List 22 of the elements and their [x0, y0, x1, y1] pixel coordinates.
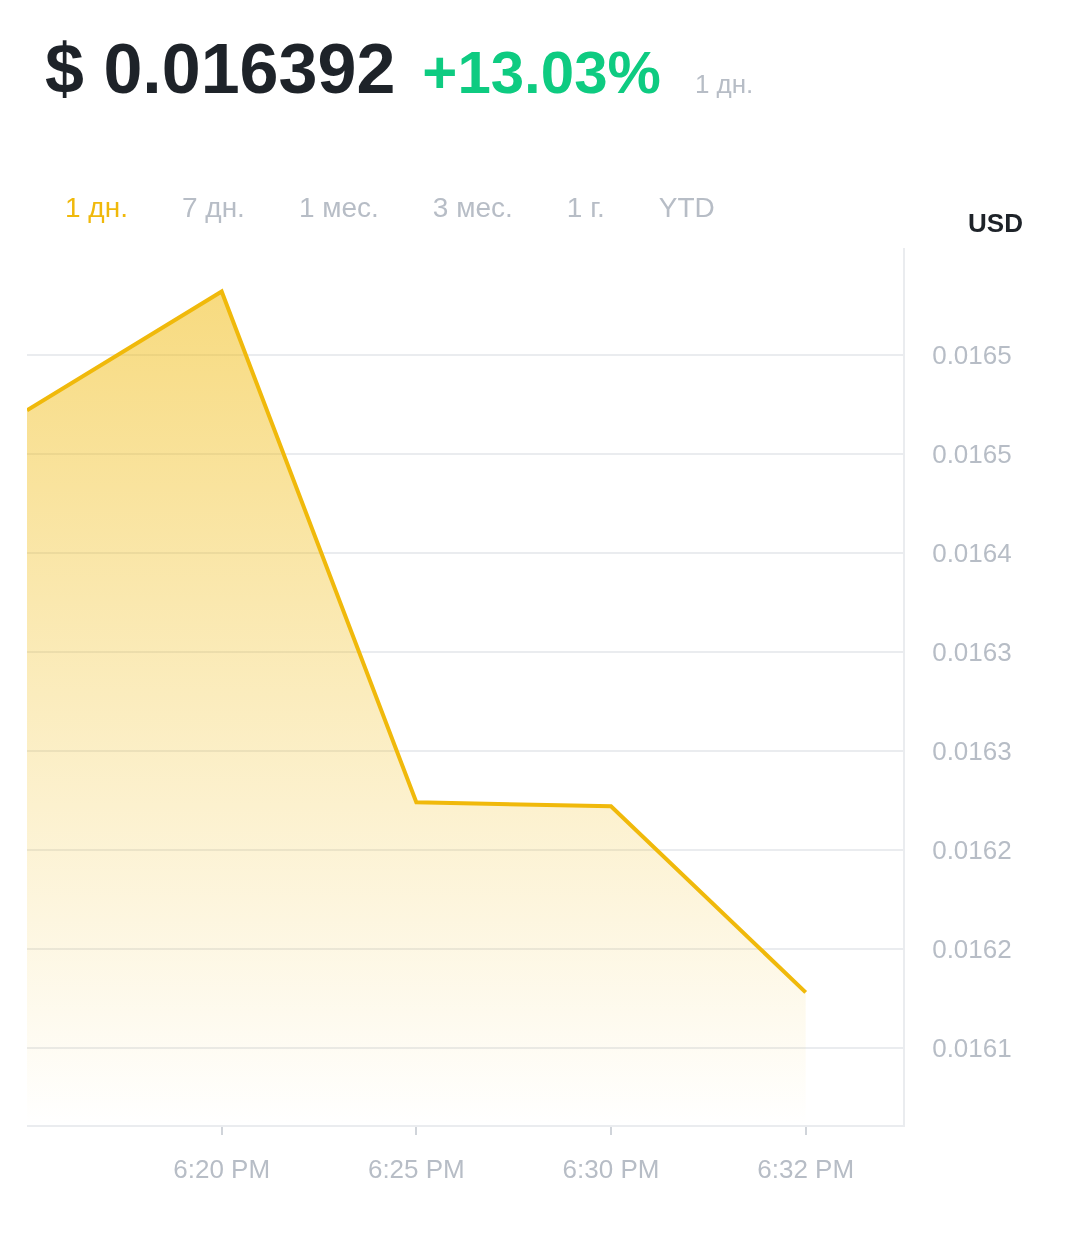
x-tick-label: 6:25 PM — [367, 1154, 465, 1185]
chart-subtitle: +13.03% — [422, 39, 661, 106]
y-tick-label: 0.0162 — [932, 834, 1012, 865]
text: YTD — [658, 192, 715, 223]
y-tick-label: 0.0164 — [932, 537, 1012, 568]
y-tick-label: 0.0163 — [932, 735, 1012, 766]
text: 7 дн. — [181, 192, 245, 223]
x-tick-label: 6:20 PM — [173, 1154, 271, 1185]
y-tick-label: 0.0165 — [932, 438, 1012, 469]
text: 1 г. — [566, 192, 605, 223]
y-tick-label: 0.0163 — [932, 636, 1012, 667]
y-axis-title: USD — [968, 208, 1023, 238]
text: 1 дн. — [694, 69, 754, 99]
text: 1 дн. — [65, 192, 128, 223]
y-tick-label: 0.0161 — [932, 1032, 1012, 1063]
x-tick-label: 6:30 PM — [562, 1154, 660, 1185]
text: 1 мес. — [298, 192, 379, 223]
y-tick-label: 0.0162 — [932, 933, 1012, 964]
text: 3 мес. — [432, 192, 513, 223]
y-tick-label: 0.0165 — [932, 340, 1012, 370]
x-tick-label: 6:32 PM — [757, 1154, 855, 1185]
chart-title: $ 0.016392 — [45, 30, 396, 108]
